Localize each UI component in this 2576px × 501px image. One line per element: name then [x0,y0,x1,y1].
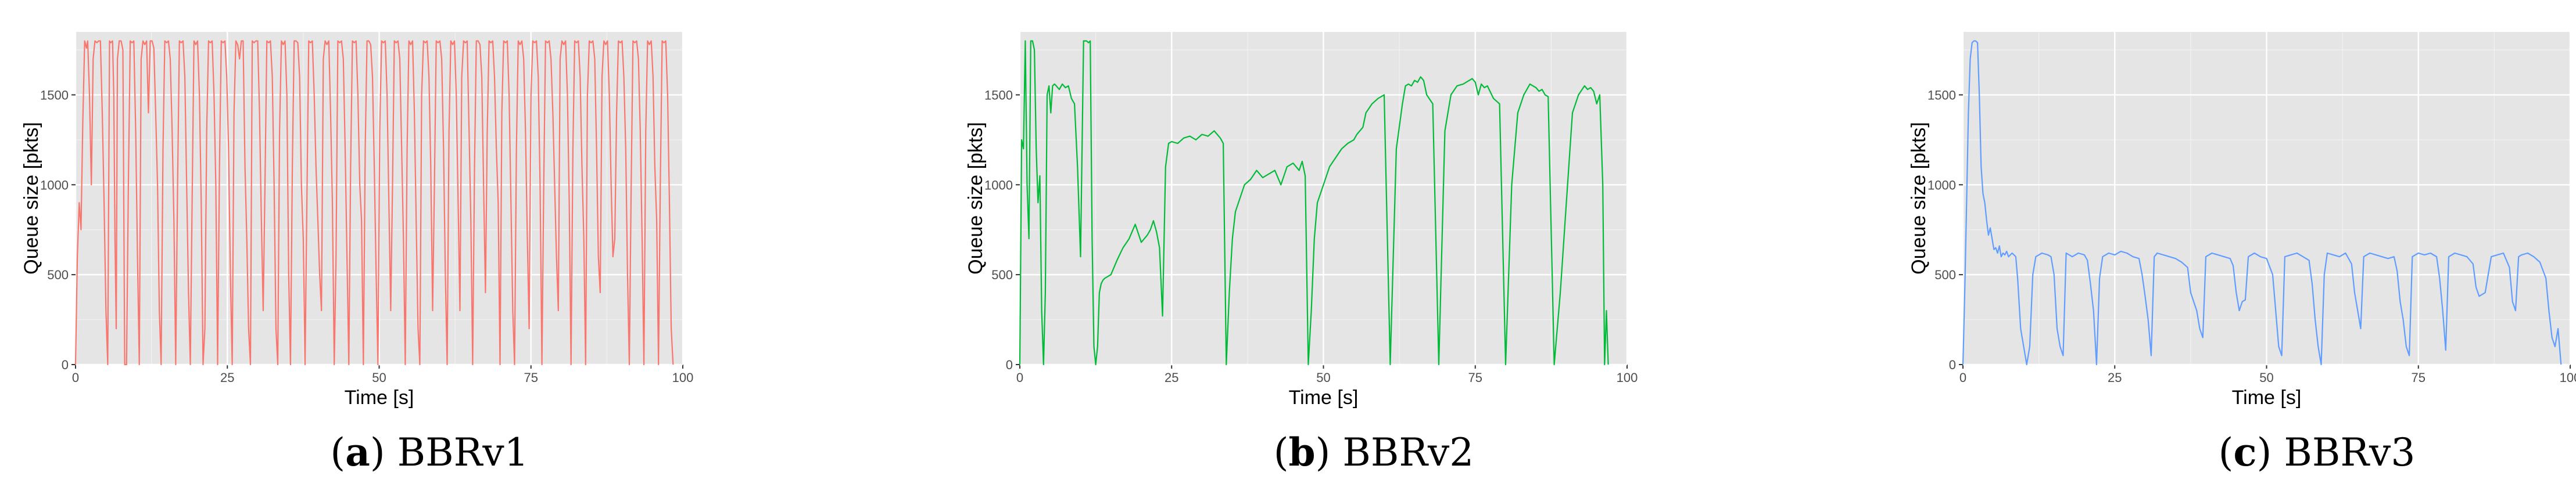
caption-name: BBRv3 [2284,430,2416,475]
x-axis-title: Time [s] [1289,387,1359,409]
y-tick-label: 500 [991,268,1013,282]
y-axis-title: Queue size [pkts] [20,122,42,275]
x-tick-label: 25 [220,370,234,385]
x-tick-label: 100 [672,370,694,385]
x-tick-label: 100 [1617,370,1638,385]
x-tick-label: 0 [72,370,79,385]
x-tick-label: 75 [524,370,538,385]
x-tick-label: 100 [2560,370,2576,385]
y-tick-label: 1000 [984,178,1013,192]
x-tick-label: 75 [1468,370,1482,385]
x-tick-label: 75 [2412,370,2425,385]
y-axis-title: Queue size [pkts] [1908,122,1930,275]
y-tick-label: 500 [47,268,69,282]
caption-letter: b [1288,430,1316,475]
y-tick-label: 1500 [40,88,69,102]
x-axis-title: Time [s] [2232,387,2302,409]
x-tick-label: 50 [1316,370,1330,385]
caption-bbrv2: (b) BBRv2 [1273,430,1474,475]
caption-letter: a [345,430,370,475]
y-axis-title: Queue size [pkts] [965,122,987,275]
x-tick-label: 25 [1165,370,1178,385]
y-tick-label: 1500 [984,88,1013,102]
x-tick-label: 25 [2108,370,2122,385]
y-tick-label: 1000 [1927,178,1956,192]
y-tick-label: 0 [1006,358,1013,372]
series-line [74,40,674,366]
x-axis-title: Time [s] [345,387,414,409]
x-tick-label: 50 [2259,370,2273,385]
series-line [1962,40,2562,366]
x-tick-label: 50 [372,370,386,385]
y-tick-label: 0 [62,358,69,372]
series-line [1019,40,1609,366]
y-tick-label: 1500 [1927,88,1956,102]
caption-bbrv3: (c) BBRv3 [2218,430,2416,475]
caption-bbrv1: (a) BBRv1 [330,430,529,475]
figure-bbrv1: 0 25 50 75 100 0 500 1000 1500 Time [s] Queue size… [0,0,859,501]
x-tick-label: 0 [1016,370,1023,385]
caption-name: BBRv2 [1342,430,1474,475]
figure-bbrv2: 0 25 50 75 100 0 500 1000 1500 Time [s] Queue size… [944,0,1803,501]
y-tick-label: 0 [1949,358,1956,372]
caption-name: BBRv1 [397,430,529,475]
caption-letter: c [2233,430,2257,475]
x-tick-label: 0 [1959,370,1966,385]
y-tick-label: 1000 [40,178,69,192]
y-tick-label: 500 [1934,268,1956,282]
